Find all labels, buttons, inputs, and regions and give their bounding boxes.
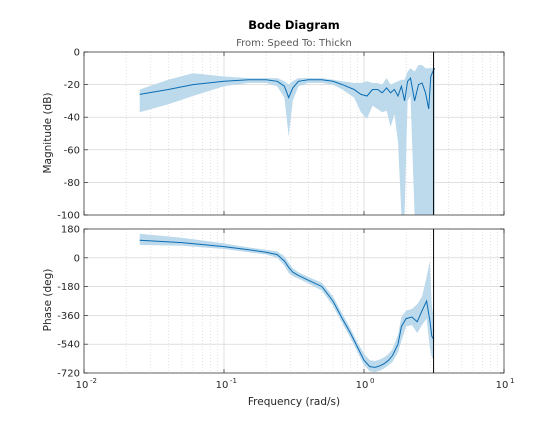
magnitude-confidence-band: [139, 65, 435, 215]
magnitude-response-line: [139, 68, 436, 110]
y-tick-label: -180: [57, 282, 80, 293]
phase-confidence-band: [139, 233, 434, 373]
y-tick-label: 0: [74, 253, 80, 264]
y-tick-label: -20: [64, 80, 80, 91]
y-tick-label: -360: [57, 311, 80, 322]
magnitude-grid: [83, 51, 504, 216]
x-tick-exponent: 0: [370, 377, 374, 385]
y-tick-label: -720: [57, 369, 80, 380]
magnitude-panel: 0 -20 -40 -60 -80 -100 Magnitude (dB): [42, 48, 505, 222]
y-tick-label: -540: [57, 340, 80, 351]
x-tick-exponent: 1: [510, 377, 514, 385]
y-tick-label: -100: [57, 211, 80, 222]
y-tick-label: -40: [64, 113, 80, 124]
magnitude-axes-frame: [83, 51, 505, 216]
chart-title: Bode Diagram: [248, 18, 340, 32]
x-tick-exponent: -2: [90, 377, 97, 385]
y-tick-label: 0: [74, 48, 80, 59]
magnitude-y-ticks: 0 -20 -40 -60 -80 -100: [57, 48, 504, 222]
x-tick-label: 10: [216, 380, 229, 391]
phase-axes-frame: [83, 228, 505, 374]
x-tick-label: 10: [496, 380, 509, 391]
x-ticks: 10 -2 10 -1 10 0 10 1: [76, 52, 514, 391]
chart-subtitle: From: Speed To: Thickn: [236, 38, 352, 49]
x-tick-label: 10: [356, 380, 369, 391]
y-tick-label: 180: [61, 225, 80, 236]
phase-response-line: [139, 239, 435, 368]
magnitude-ylabel: Magnitude (dB): [42, 92, 54, 173]
phase-y-ticks: 180 0 -180 -360 -540 -720: [57, 225, 504, 380]
x-tick-exponent: -1: [230, 377, 237, 385]
phase-ylabel: Phase (deg): [42, 269, 54, 332]
phase-grid: [83, 228, 504, 374]
chart-xlabel: Frequency (rad/s): [248, 396, 340, 408]
y-tick-label: -60: [64, 145, 80, 156]
y-tick-label: -80: [64, 178, 80, 189]
x-tick-label: 10: [76, 380, 89, 391]
phase-panel: 180 0 -180 -360 -540 -720 Phase (deg): [42, 225, 505, 380]
